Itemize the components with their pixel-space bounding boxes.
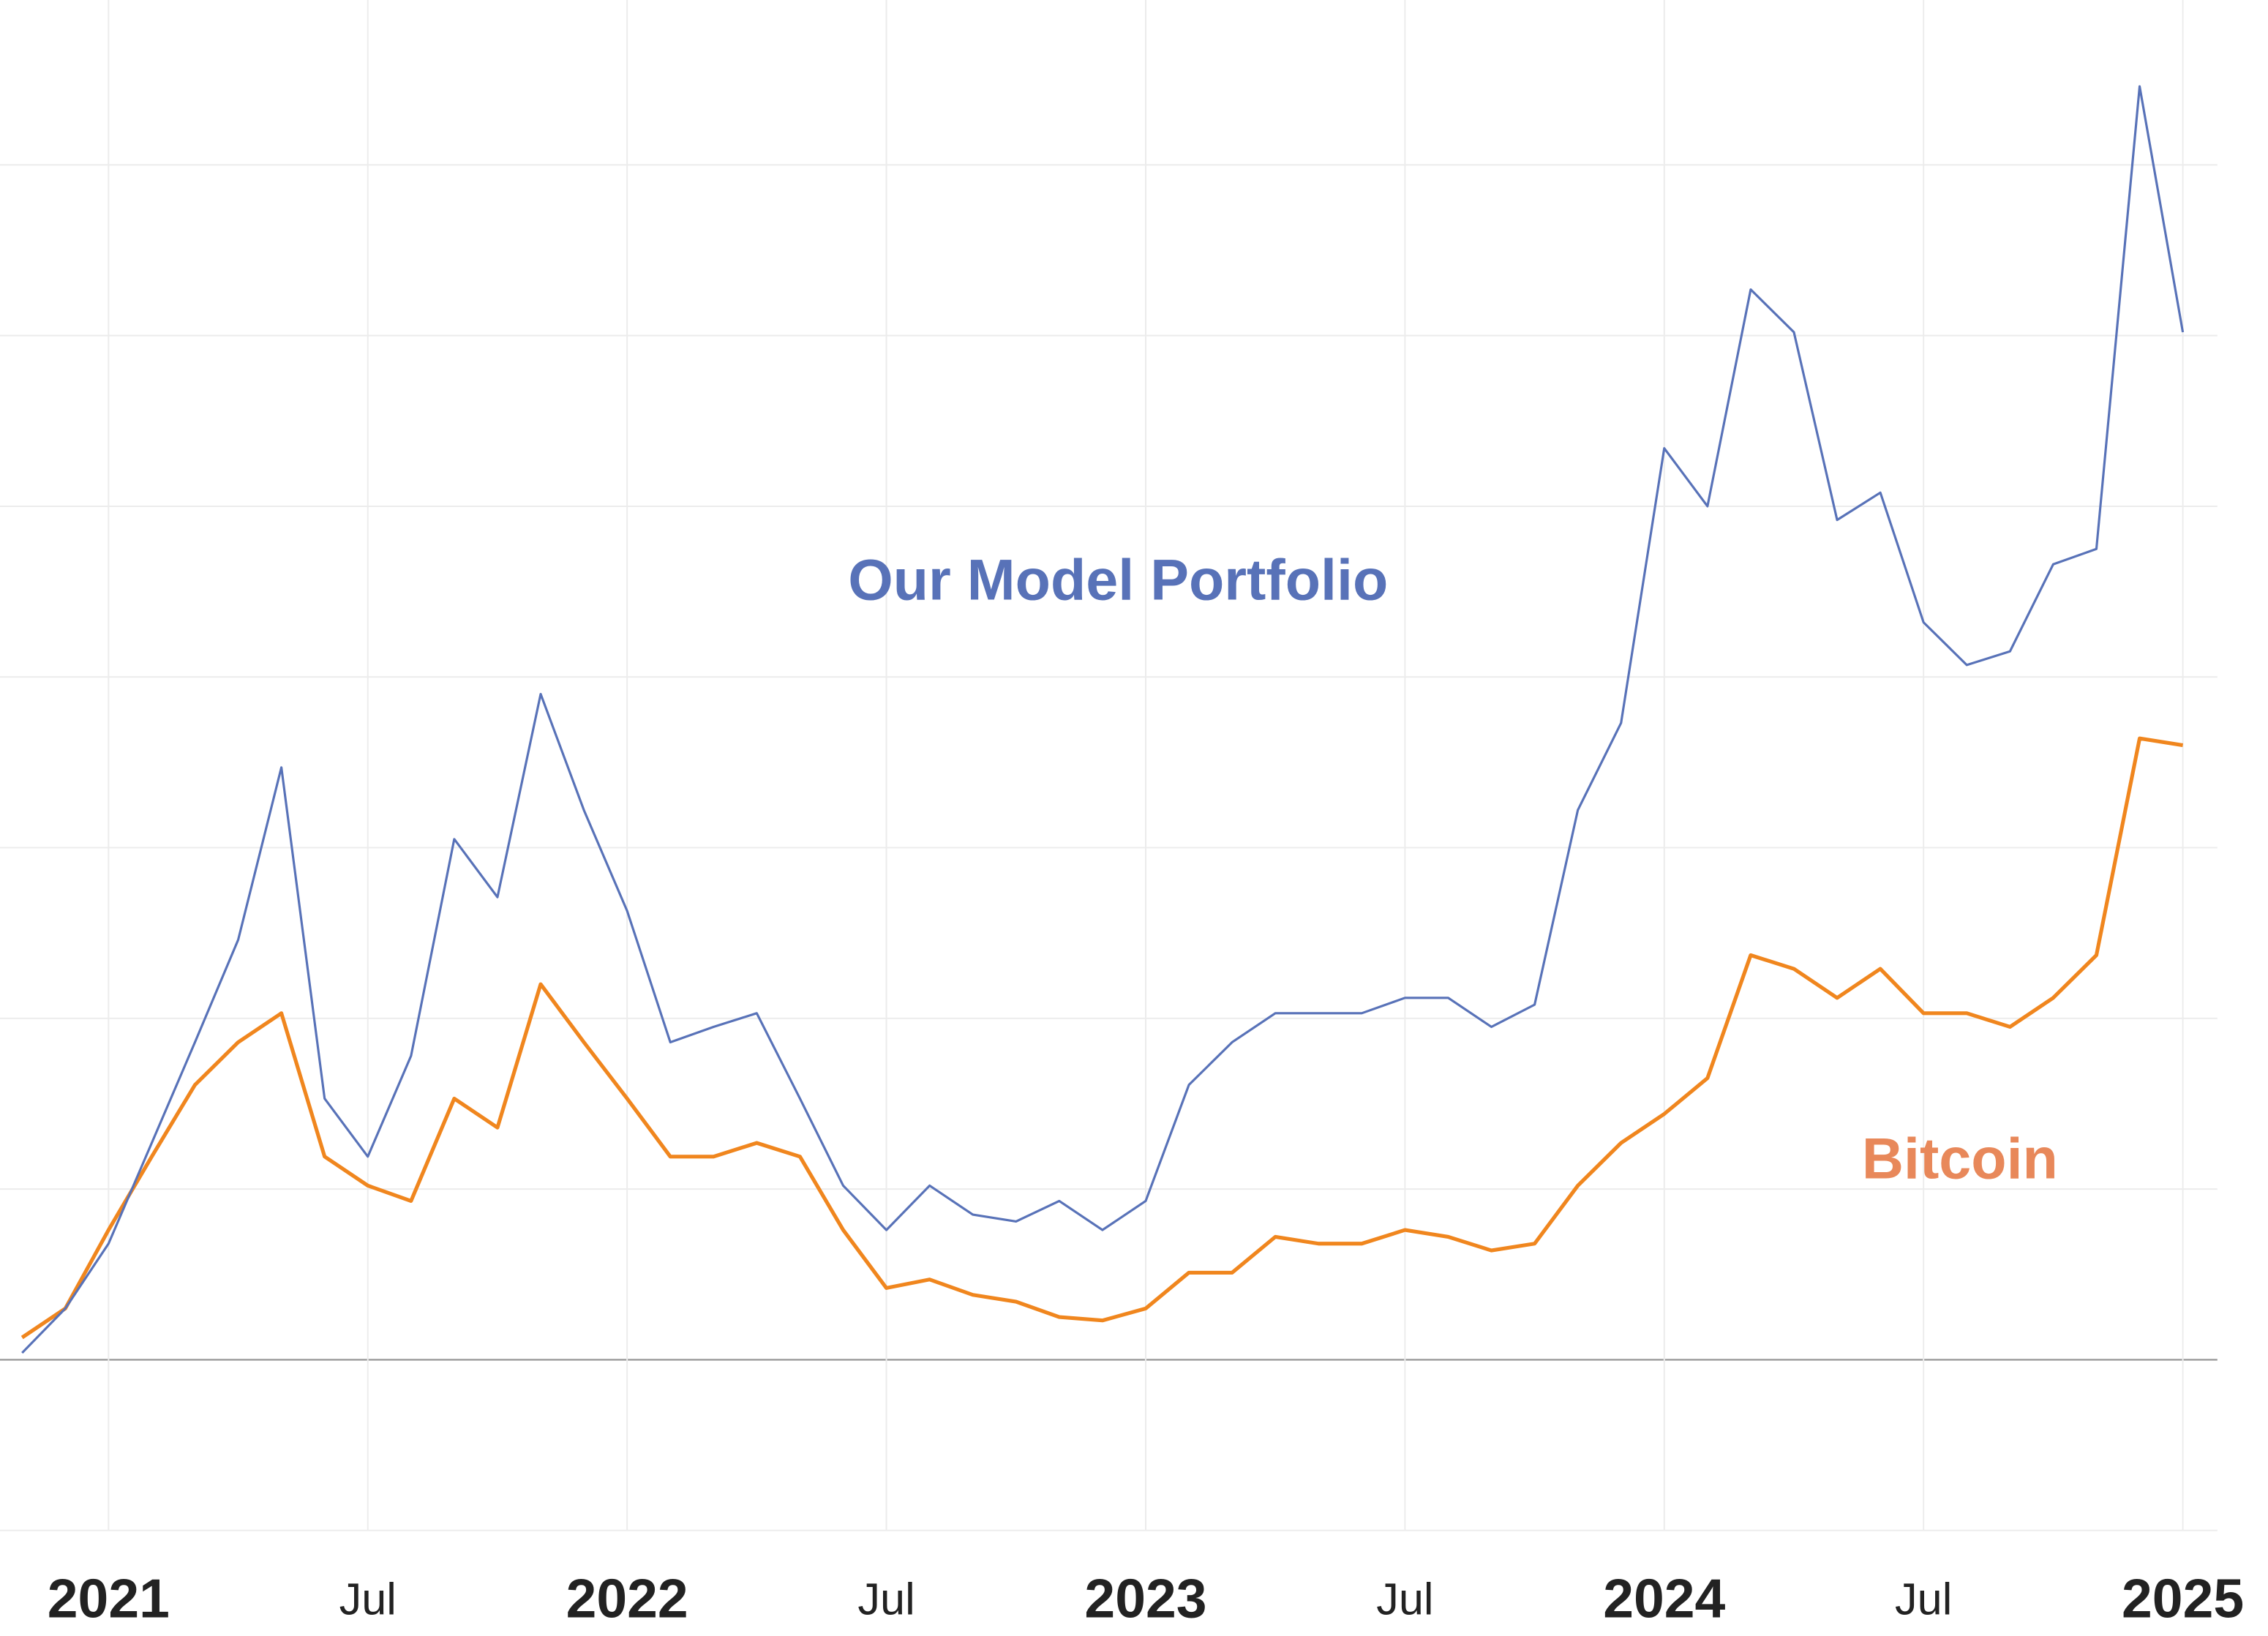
x-tick-label: Jul bbox=[339, 1575, 397, 1624]
plot-area bbox=[20, 85, 2185, 1354]
x-tick-label: 2024 bbox=[1603, 1567, 1725, 1629]
x-tick-label: Jul bbox=[1895, 1575, 1952, 1624]
line-series bbox=[21, 85, 2185, 1354]
x-tick-label: Jul bbox=[1376, 1575, 1433, 1624]
series-label: Bitcoin bbox=[1862, 1125, 2058, 1190]
x-tick-label: 2022 bbox=[566, 1567, 688, 1629]
grid bbox=[0, 0, 2218, 1531]
line-series bbox=[20, 736, 2183, 1340]
x-tick-label: 2023 bbox=[1084, 1567, 1206, 1629]
x-tick-label: 2025 bbox=[2122, 1567, 2244, 1629]
series-label: Our Model Portfolio bbox=[848, 547, 1388, 612]
x-tick-label: Jul bbox=[857, 1575, 915, 1624]
x-tick-label: 2021 bbox=[48, 1567, 170, 1629]
